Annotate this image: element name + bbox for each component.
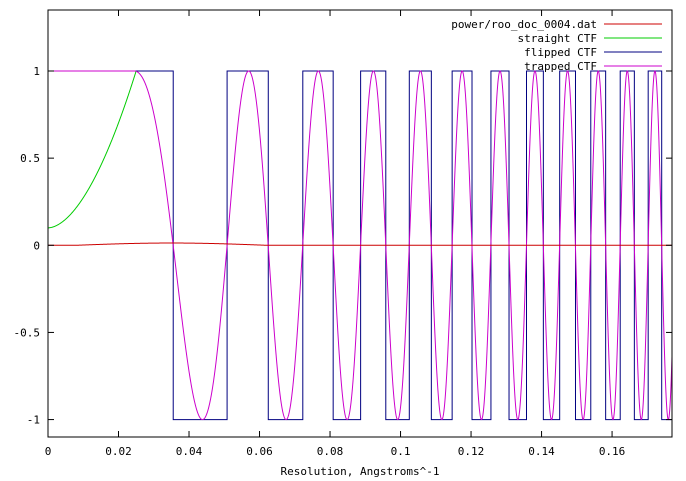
legend-label: trapped CTF xyxy=(524,60,597,73)
x-tick-label: 0.08 xyxy=(317,445,344,458)
y-tick-label: -1 xyxy=(27,414,40,427)
x-tick-label: 0.02 xyxy=(105,445,132,458)
legend-label: straight CTF xyxy=(518,32,597,45)
y-tick-label: -0.5 xyxy=(14,326,41,339)
plot-frame xyxy=(47,9,673,438)
series-power-line xyxy=(48,242,672,246)
plot-area xyxy=(48,70,672,421)
series-straight-line xyxy=(48,71,137,229)
x-tick-label: 0.04 xyxy=(176,445,203,458)
y-tick-label: 0 xyxy=(33,239,40,252)
y-tick-label: 0.5 xyxy=(20,152,40,165)
x-tick-label: 0.06 xyxy=(246,445,273,458)
legend-label: power/roo_doc_0004.dat xyxy=(451,18,597,31)
x-tick-label: 0.14 xyxy=(528,445,555,458)
legend-label: flipped CTF xyxy=(524,46,597,59)
axes: 0 0.02 0.04 0.06 0.08 0.1 0.12 0.14 0.16 -1 -0.5 0 0… xyxy=(14,9,673,458)
y-tick-label: 1 xyxy=(33,65,40,78)
x-tick-label: 0.12 xyxy=(458,445,485,458)
x-tick-label: 0 xyxy=(45,445,52,458)
x-tick-label: 0.1 xyxy=(391,445,411,458)
x-axis-label: Resolution, Angstroms^-1 xyxy=(281,465,440,478)
x-tick-label: 0.16 xyxy=(599,445,626,458)
series-trapped-line xyxy=(48,70,672,421)
